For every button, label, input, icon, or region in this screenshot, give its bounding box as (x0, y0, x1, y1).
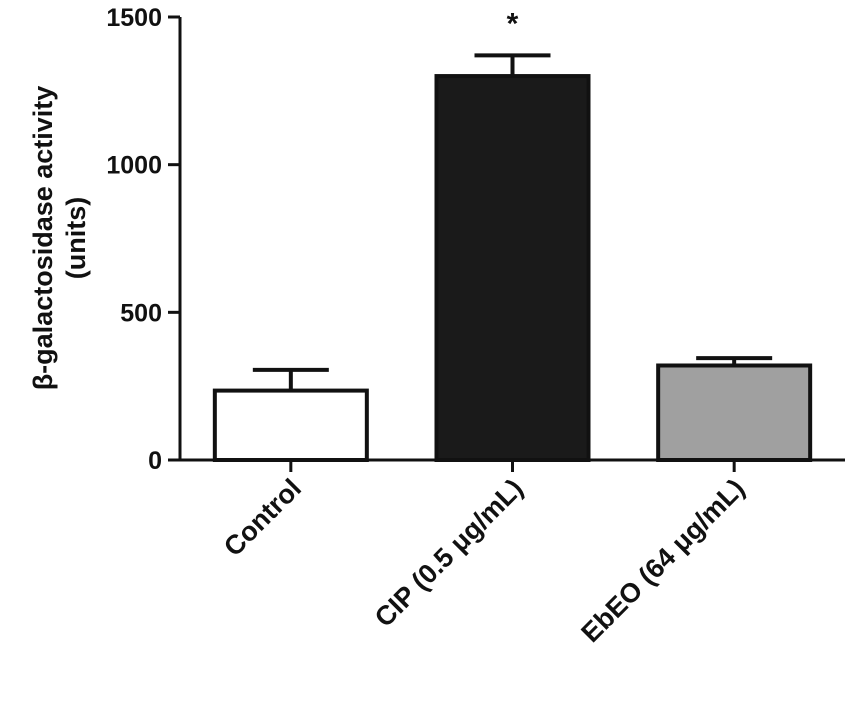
bar (212, 388, 369, 463)
y-axis-title-line2: (units) (61, 197, 91, 279)
annotations: * (507, 7, 519, 40)
x-category-label: Control (218, 473, 307, 562)
bars (212, 74, 813, 463)
y-tick-label: 1500 (106, 4, 162, 32)
x-category-label: CIP (0.5 μg/mL) (369, 473, 529, 633)
x-category-label: EbEO (64 μg/mL) (575, 473, 750, 648)
significance-marker: * (507, 7, 519, 40)
y-tick-label: 500 (120, 299, 162, 327)
error-bars (252, 53, 773, 391)
y-tick-label: 0 (148, 447, 162, 475)
y-tick-label: 1000 (106, 152, 162, 180)
category-labels: Control CIP (0.5 μg/mL) EbEO (64 μg/mL) (218, 473, 750, 648)
y-axis-title: β-galactosidase activity (units) (28, 86, 91, 391)
y-axis-title-line1: β-galactosidase activity (28, 86, 58, 391)
bar (656, 363, 813, 463)
y-axis: 0 500 1000 1500 (106, 4, 182, 475)
bar (434, 74, 591, 462)
